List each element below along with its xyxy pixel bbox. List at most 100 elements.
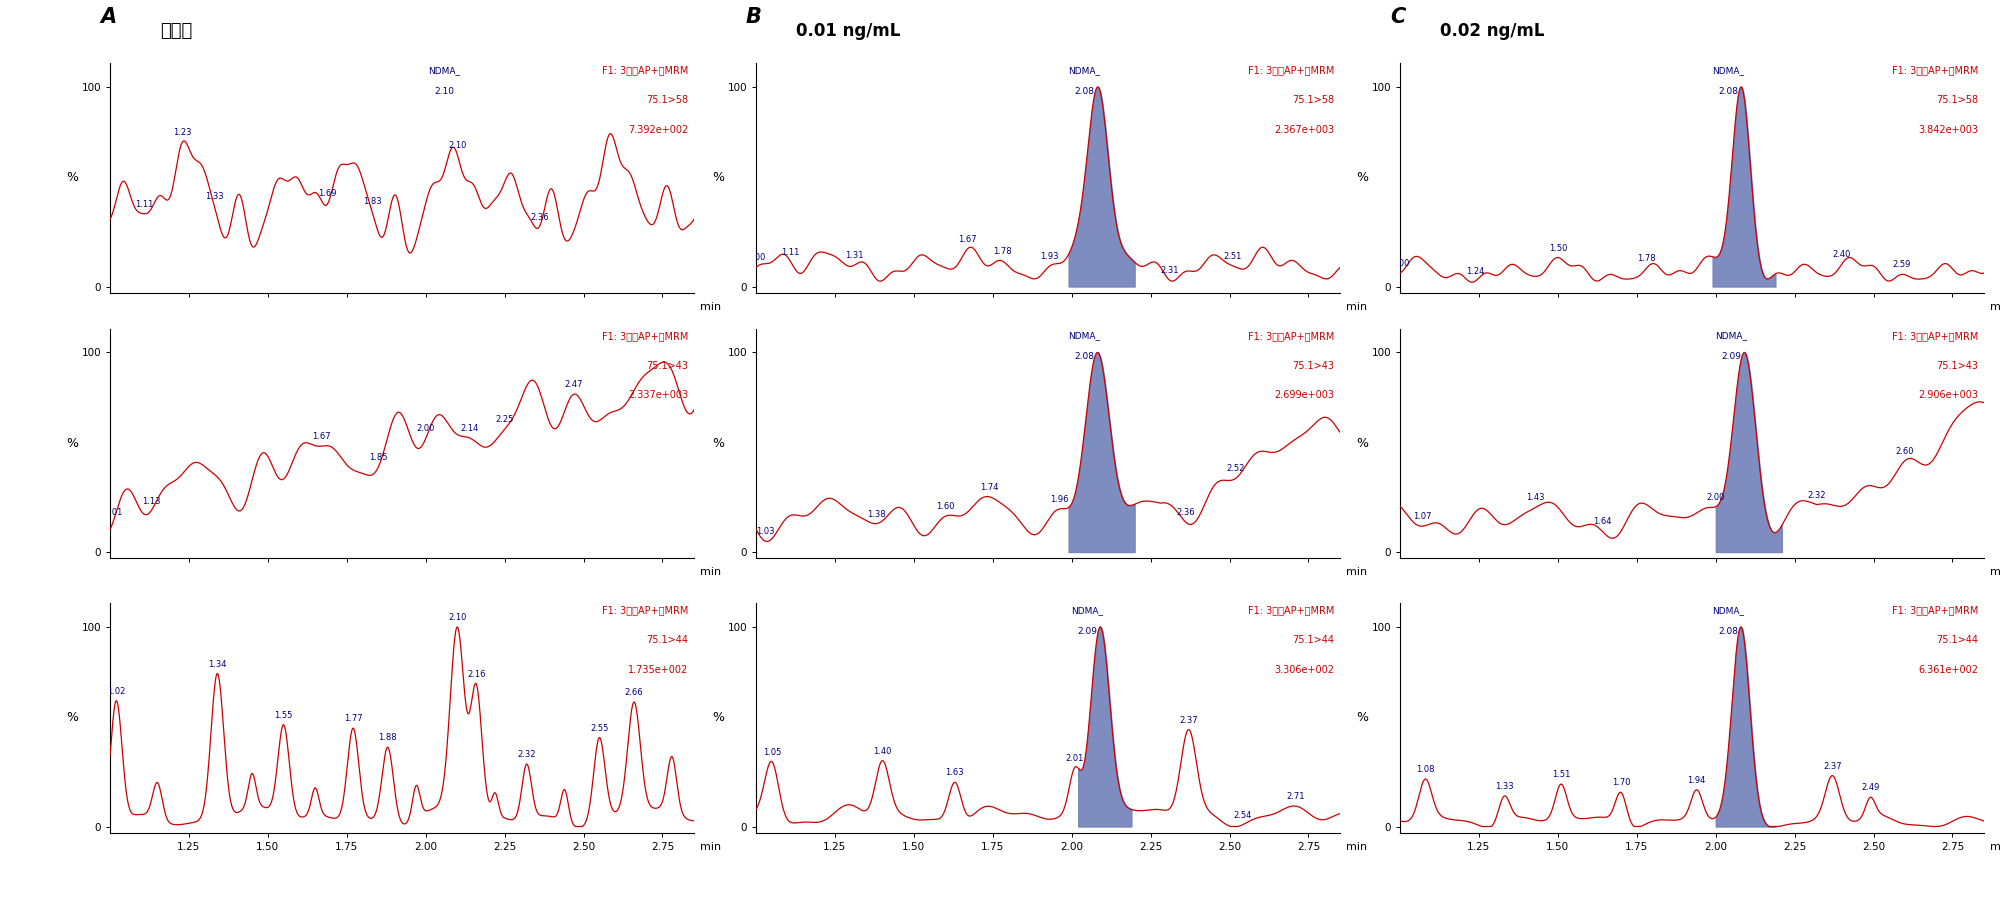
Text: %: % [1356, 711, 1368, 724]
Text: 1.31: 1.31 [844, 251, 864, 260]
Text: NDMA_: NDMA_ [1072, 606, 1104, 615]
Text: 2.10: 2.10 [448, 613, 466, 622]
Text: 1.24: 1.24 [1466, 266, 1484, 275]
Text: 2.32: 2.32 [1808, 491, 1826, 500]
Text: 75.1>44: 75.1>44 [1936, 635, 1978, 645]
Text: F1: 3通道AP+的MRM: F1: 3通道AP+的MRM [1248, 606, 1334, 616]
Text: NDMA_: NDMA_ [1716, 331, 1748, 340]
Text: 1.96: 1.96 [1050, 495, 1068, 504]
Text: 1.33: 1.33 [1494, 782, 1514, 791]
Text: B: B [746, 7, 762, 27]
Text: 1.23: 1.23 [174, 128, 192, 137]
Text: 1.85: 1.85 [370, 454, 388, 463]
Text: 空白样: 空白样 [160, 22, 192, 40]
Text: 1.63: 1.63 [946, 769, 964, 778]
Text: 75.1>44: 75.1>44 [646, 635, 688, 645]
Text: 0.01 ng/mL: 0.01 ng/mL [796, 22, 900, 40]
Text: 2.09: 2.09 [1722, 353, 1742, 362]
Text: 1.00: 1.00 [1390, 259, 1410, 268]
Text: 1.55: 1.55 [274, 711, 292, 720]
Text: min: min [1346, 302, 1366, 311]
Text: F1: 3通道AP+的MRM: F1: 3通道AP+的MRM [1248, 66, 1334, 76]
Text: 1.69: 1.69 [318, 189, 338, 198]
Text: 2.60: 2.60 [1896, 446, 1914, 455]
Text: 75.1>44: 75.1>44 [1292, 635, 1334, 645]
Text: 1.70: 1.70 [1612, 778, 1630, 788]
Text: 75.1>43: 75.1>43 [1936, 361, 1978, 371]
Text: 2.906e+003: 2.906e+003 [1918, 391, 1978, 401]
Text: %: % [712, 171, 724, 184]
Text: 2.00: 2.00 [416, 424, 434, 433]
Text: 7.392e+002: 7.392e+002 [628, 125, 688, 135]
Text: 2.32: 2.32 [518, 750, 536, 759]
Text: 1.08: 1.08 [1416, 765, 1434, 774]
Text: 2.337e+003: 2.337e+003 [628, 391, 688, 401]
Text: 2.08: 2.08 [1074, 87, 1094, 96]
Text: %: % [66, 711, 78, 724]
Text: 2.09: 2.09 [1078, 627, 1098, 636]
Text: F1: 3通道AP+的MRM: F1: 3通道AP+的MRM [1892, 606, 1978, 616]
Text: 2.08: 2.08 [1074, 353, 1094, 362]
Text: 1.03: 1.03 [756, 527, 774, 536]
Text: 1.74: 1.74 [980, 483, 998, 492]
Text: 2.25: 2.25 [496, 415, 514, 424]
Text: 1.78: 1.78 [1636, 255, 1656, 264]
Text: 1.88: 1.88 [378, 734, 398, 742]
Text: 2.10: 2.10 [434, 87, 454, 96]
Text: 1.00: 1.00 [746, 254, 766, 263]
Text: 2.66: 2.66 [624, 688, 644, 697]
Text: %: % [1356, 171, 1368, 184]
Text: 1.50: 1.50 [1548, 244, 1568, 253]
Text: 2.00: 2.00 [1706, 492, 1724, 501]
Text: 2.367e+003: 2.367e+003 [1274, 125, 1334, 135]
Text: min: min [1990, 567, 2000, 577]
Text: NDMA_: NDMA_ [1712, 66, 1744, 75]
Text: 1.78: 1.78 [992, 247, 1012, 256]
Text: 1.735e+002: 1.735e+002 [628, 665, 688, 675]
Text: 2.36: 2.36 [1176, 508, 1194, 517]
Text: %: % [66, 171, 78, 184]
Text: 2.31: 2.31 [1160, 266, 1178, 275]
Text: 2.08: 2.08 [1718, 87, 1738, 96]
Text: 2.54: 2.54 [1232, 811, 1252, 820]
Text: 1.13: 1.13 [142, 497, 160, 506]
Text: 1.64: 1.64 [1592, 518, 1612, 526]
Text: NDMA_: NDMA_ [1068, 66, 1100, 75]
Text: 1.40: 1.40 [874, 747, 892, 756]
Text: 1.34: 1.34 [208, 660, 226, 669]
Text: %: % [1356, 436, 1368, 450]
Text: 2.59: 2.59 [1892, 260, 1912, 269]
Text: NDMA_: NDMA_ [428, 66, 460, 75]
Text: 2.55: 2.55 [590, 724, 608, 733]
Text: NDMA_: NDMA_ [1712, 606, 1744, 615]
Text: A: A [100, 7, 116, 27]
Text: C: C [1390, 7, 1406, 27]
Text: 2.71: 2.71 [1286, 792, 1306, 801]
Text: 1.05: 1.05 [762, 748, 780, 757]
Text: 1.94: 1.94 [1688, 776, 1706, 785]
Text: 1.33: 1.33 [204, 193, 224, 202]
Text: 2.01: 2.01 [1066, 753, 1084, 762]
Text: F1: 3通道AP+的MRM: F1: 3通道AP+的MRM [1892, 331, 1978, 341]
Text: 1.83: 1.83 [362, 197, 382, 206]
Text: 1.60: 1.60 [936, 502, 954, 511]
Text: 1.51: 1.51 [1552, 770, 1570, 779]
Text: 1.01: 1.01 [104, 508, 122, 517]
Text: 75.1>58: 75.1>58 [1936, 95, 1978, 105]
Text: F1: 3通道AP+的MRM: F1: 3通道AP+的MRM [1248, 331, 1334, 341]
Text: %: % [712, 711, 724, 724]
Text: 1.43: 1.43 [1526, 493, 1544, 502]
Text: min: min [1990, 302, 2000, 311]
Text: 1.11: 1.11 [136, 200, 154, 209]
Text: 2.40: 2.40 [1832, 250, 1852, 259]
Text: min: min [1990, 842, 2000, 851]
Text: F1: 3通道AP+的MRM: F1: 3通道AP+的MRM [1892, 66, 1978, 76]
Text: 1.11: 1.11 [782, 248, 800, 256]
Text: 0.02 ng/mL: 0.02 ng/mL [1440, 22, 1544, 40]
Text: 1.02: 1.02 [108, 687, 126, 696]
Text: 75.1>43: 75.1>43 [1292, 361, 1334, 371]
Text: 1.67: 1.67 [312, 432, 330, 441]
Text: min: min [1346, 567, 1366, 577]
Text: %: % [712, 436, 724, 450]
Text: min: min [1346, 842, 1366, 851]
